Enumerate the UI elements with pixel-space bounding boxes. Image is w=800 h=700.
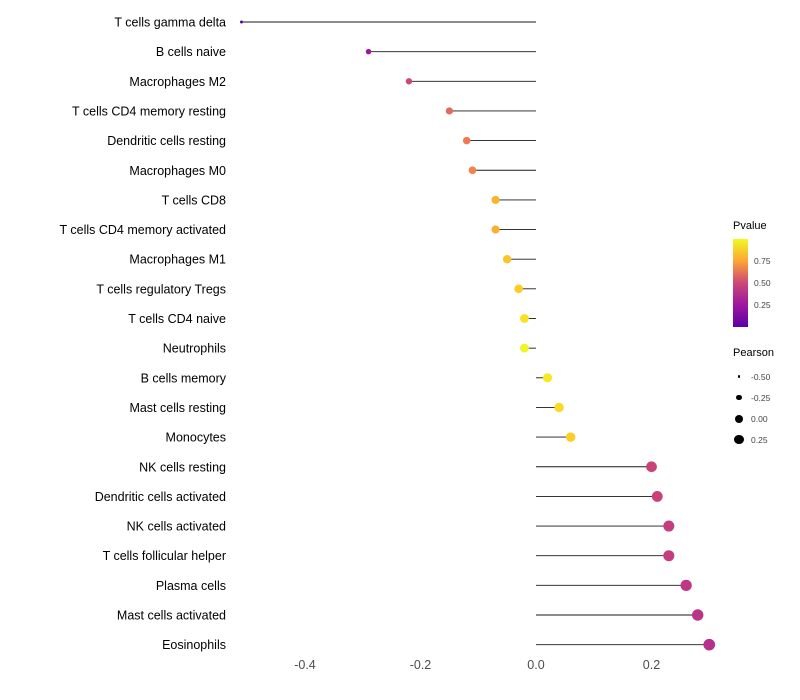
data-point <box>502 255 512 264</box>
pvalue-tick-label: 0.50 <box>754 278 771 288</box>
category-label: T cells CD4 naive <box>128 312 226 326</box>
pvalue-tick-label: 0.75 <box>754 256 771 266</box>
size-legend-dot-cell <box>733 394 745 401</box>
size-legend-dot-cell <box>733 414 745 423</box>
category-label: Macrophages M1 <box>129 253 226 267</box>
pvalue-color-legend: Pvalue 0.75 0.50 0.25 <box>733 220 799 327</box>
category-label: Mast cells resting <box>129 401 226 415</box>
pvalue-legend-title: Pvalue <box>733 220 767 232</box>
size-legend-dot <box>737 375 741 378</box>
data-point <box>663 550 675 562</box>
data-point <box>663 520 675 532</box>
pearson-legend-title: Pearson <box>733 347 774 359</box>
data-point <box>468 166 477 175</box>
data-point <box>542 373 553 383</box>
data-point <box>462 136 471 145</box>
data-point <box>703 638 716 651</box>
category-label: T cells CD4 memory resting <box>72 104 226 118</box>
pvalue-gradient-wrap: 0.75 0.50 0.25 <box>733 239 799 327</box>
data-point <box>240 20 243 24</box>
data-point <box>520 314 529 323</box>
data-point <box>565 432 576 442</box>
category-label: NK cells activated <box>127 520 226 534</box>
data-point <box>651 490 663 502</box>
category-label: Plasma cells <box>156 579 226 593</box>
pearson-size-entry: 0.00 <box>733 408 799 429</box>
pearson-size-entry: 0.25 <box>733 429 799 450</box>
data-point <box>445 107 453 115</box>
category-label: Neutrophils <box>163 342 226 356</box>
size-legend-label: 0.00 <box>751 413 768 424</box>
data-point <box>691 609 704 621</box>
category-label: Dendritic cells resting <box>107 134 226 148</box>
category-label: Eosinophils <box>162 638 226 652</box>
category-label: Macrophages M0 <box>129 164 226 178</box>
category-label: Macrophages M2 <box>129 75 226 89</box>
data-point <box>520 343 529 353</box>
size-legend-dot-cell <box>733 434 745 445</box>
x-tick-label: -0.2 <box>410 658 432 672</box>
data-point <box>491 195 500 204</box>
pearson-size-entry: -0.50 <box>733 366 799 387</box>
x-tick-label: -0.4 <box>294 658 316 672</box>
data-point <box>514 284 523 294</box>
x-tick-label: 0.0 <box>527 658 544 672</box>
size-legend-dot <box>735 414 743 423</box>
size-legend-dot <box>734 434 744 445</box>
size-legend-label: -0.25 <box>751 392 771 403</box>
category-label: B cells naive <box>156 45 226 59</box>
category-label: B cells memory <box>141 371 227 385</box>
data-point <box>405 78 413 85</box>
category-label: T cells CD4 memory activated <box>60 223 227 237</box>
pearson-size-legend: Pearson -0.50 -0.25 0.00 0.25 <box>733 347 799 450</box>
category-label: T cells gamma delta <box>114 16 226 30</box>
category-label: NK cells resting <box>139 460 226 474</box>
category-label: Dendritic cells activated <box>95 490 226 504</box>
category-label: T cells CD8 <box>162 193 226 207</box>
size-legend-label: 0.25 <box>751 434 768 445</box>
data-point <box>554 402 564 413</box>
size-legend-dot-cell <box>733 375 745 378</box>
x-tick-label: 0.2 <box>643 658 660 672</box>
data-point <box>646 461 657 473</box>
pearson-size-entries: -0.50 -0.25 0.00 0.25 <box>733 366 799 450</box>
data-point <box>680 579 692 591</box>
size-legend-dot <box>736 394 742 401</box>
category-label: T cells follicular helper <box>103 549 226 563</box>
pvalue-tick-label: 0.25 <box>754 300 771 310</box>
size-legend-label: -0.50 <box>751 371 771 382</box>
legend-panel: Pvalue 0.75 0.50 0.25 Pearson -0.50 -0.25 0.… <box>733 220 799 450</box>
data-point <box>491 225 500 234</box>
category-label: T cells regulatory Tregs <box>96 282 226 296</box>
data-point <box>365 48 372 55</box>
category-label: Mast cells activated <box>117 609 226 623</box>
category-label: Monocytes <box>166 431 226 445</box>
pearson-size-entry: -0.25 <box>733 387 799 408</box>
pvalue-gradient-bar <box>733 239 748 327</box>
